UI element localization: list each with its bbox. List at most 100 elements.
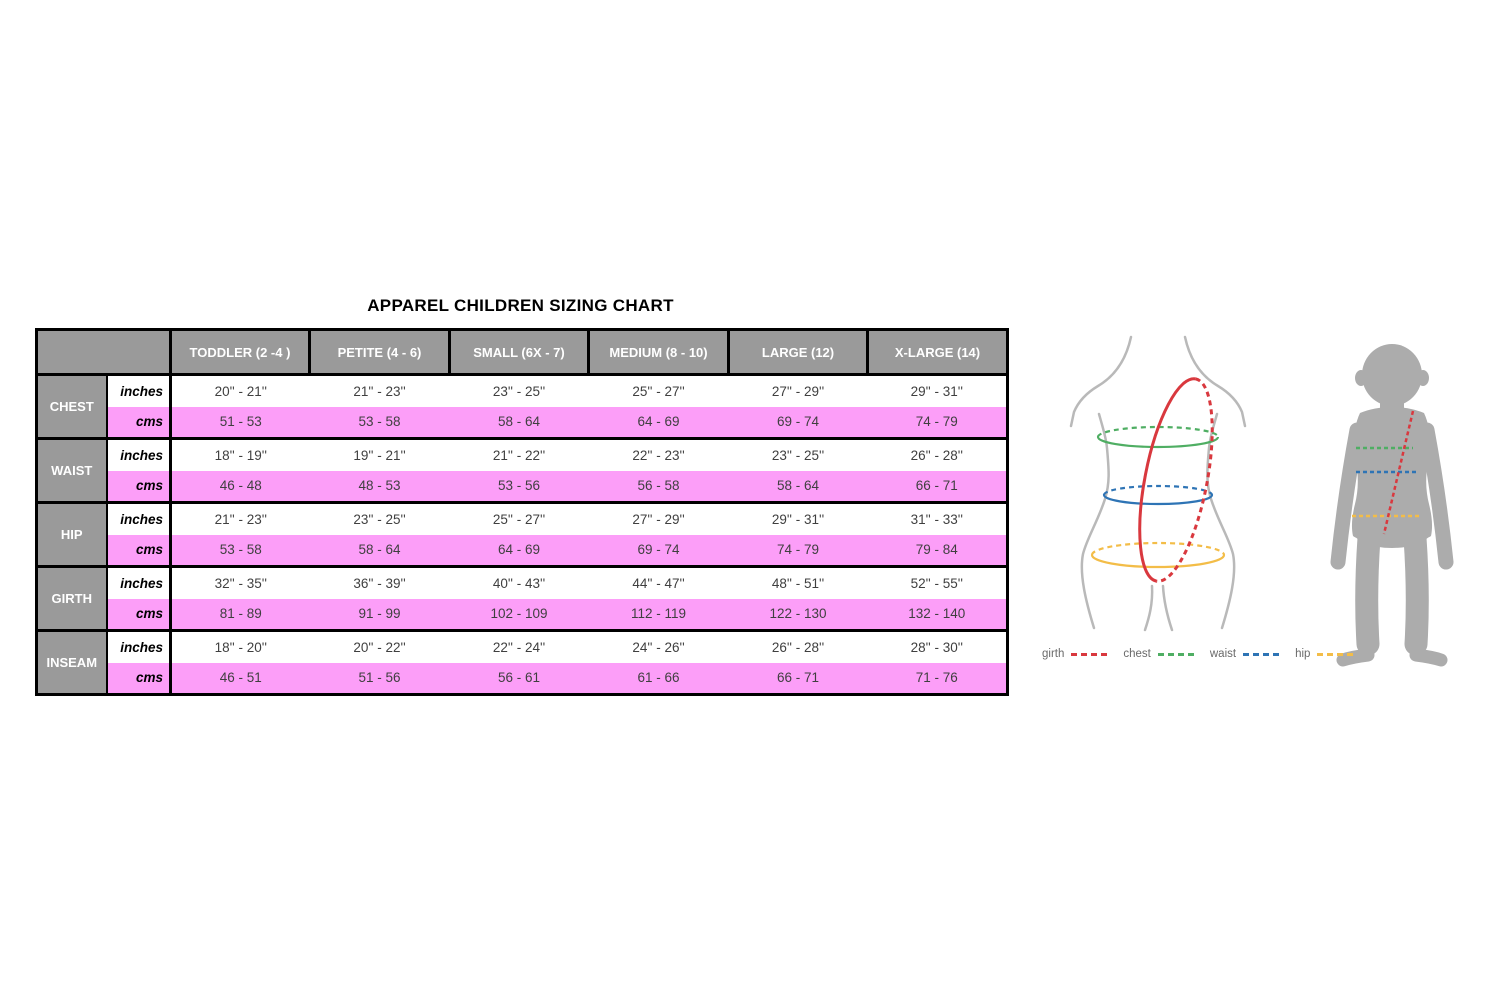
silhouette-torso — [1351, 407, 1433, 543]
value-cell: 53 - 58 — [170, 534, 310, 567]
value-cell: 112 - 119 — [588, 598, 729, 631]
legend-label-hip: hip — [1295, 648, 1311, 660]
waist-measure-ellipse — [1102, 484, 1214, 506]
size-header-petite: PETITE (4 - 6) — [308, 328, 451, 376]
value-cell: 91 - 99 — [309, 598, 450, 631]
measurement-figures-illustration — [1069, 335, 1454, 667]
value-cell: 20'' - 21'' — [170, 373, 310, 407]
row-label-waist: WAIST — [35, 437, 108, 504]
value-cell: 46 - 48 — [170, 470, 310, 503]
value-cell: 64 - 69 — [449, 534, 589, 567]
value-cell: 66 - 71 — [728, 662, 868, 695]
row-label-inseam: INSEAM — [35, 629, 108, 696]
value-cell: 26'' - 28'' — [728, 629, 868, 663]
silhouette-measure-lines — [1352, 410, 1421, 535]
value-cell: 74 - 79 — [728, 534, 868, 567]
table-row: cms 51 - 53 53 - 58 58 - 64 64 - 69 69 -… — [37, 406, 1008, 439]
row-label-chest: CHEST — [35, 373, 108, 440]
value-cell: 32'' - 35'' — [170, 565, 310, 599]
table-row: cms 81 - 89 91 - 99 102 - 109 112 - 119 … — [37, 598, 1008, 631]
value-cell: 18'' - 20'' — [170, 629, 310, 663]
value-cell: 51 - 56 — [309, 662, 450, 695]
silhouette-foot-left — [1336, 648, 1375, 667]
table-row: cms 46 - 51 51 - 56 56 - 61 61 - 66 66 -… — [37, 662, 1008, 695]
unit-cell: cms — [105, 406, 172, 439]
value-cell: 28'' - 30'' — [867, 629, 1008, 663]
table-row: cms 53 - 58 58 - 64 64 - 69 69 - 74 74 -… — [37, 534, 1008, 567]
value-cell: 56 - 61 — [449, 662, 589, 695]
silhouette-head — [1362, 344, 1422, 406]
table-row: HIP inches 21'' - 23'' 23'' - 25'' 25'' … — [35, 501, 1008, 568]
value-cell: 40'' - 43'' — [449, 565, 589, 599]
value-cell: 102 - 109 — [449, 598, 589, 631]
silhouette-arm-right — [1419, 422, 1454, 570]
value-cell: 61 - 66 — [588, 662, 729, 695]
waist-dash-swatch — [1243, 652, 1280, 656]
legend-label-girth: girth — [1042, 648, 1065, 660]
value-cell: 122 - 130 — [728, 598, 868, 631]
value-cell: 21'' - 22'' — [449, 437, 589, 471]
table-row: INSEAM inches 18'' - 20'' 20'' - 22'' 22… — [35, 629, 1008, 696]
table-row: GIRTH inches 32'' - 35'' 36'' - 39'' 40'… — [35, 565, 1008, 632]
value-cell: 27'' - 29'' — [588, 501, 729, 535]
row-label-hip: HIP — [35, 501, 108, 568]
silhouette-arm-left — [1330, 422, 1365, 570]
value-cell: 19'' - 21'' — [309, 437, 450, 471]
value-cell: 22'' - 24'' — [449, 629, 589, 663]
value-cell: 53 - 58 — [309, 406, 450, 439]
legend-item-hip: hip — [1295, 648, 1354, 660]
table-row: cms 46 - 48 48 - 53 53 - 56 56 - 58 58 -… — [37, 470, 1008, 503]
value-cell: 24'' - 26'' — [588, 629, 729, 663]
value-cell: 20'' - 22'' — [309, 629, 450, 663]
value-cell: 25'' - 27'' — [449, 501, 589, 535]
value-cell: 48'' - 51'' — [728, 565, 868, 599]
value-cell: 69 - 74 — [588, 534, 729, 567]
corner-cell — [35, 328, 172, 376]
value-cell: 46 - 51 — [170, 662, 310, 695]
value-cell: 58 - 64 — [309, 534, 450, 567]
unit-cell: inches — [105, 373, 172, 407]
value-cell: 23'' - 25'' — [449, 373, 589, 407]
unit-cell: inches — [105, 565, 172, 599]
value-cell: 53 - 56 — [449, 470, 589, 503]
child-silhouette — [1330, 344, 1454, 667]
torso-outline-figure — [1069, 335, 1247, 632]
size-header-toddler: TODDLER (2 -4 ) — [169, 328, 311, 376]
hip-measure-ellipse — [1090, 541, 1226, 569]
size-header-small: SMALL (6X - 7) — [448, 328, 590, 376]
value-cell: 23'' - 25'' — [728, 437, 868, 471]
value-cell: 36'' - 39'' — [309, 565, 450, 599]
table-row: WAIST inches 18'' - 19'' 19'' - 21'' 21'… — [35, 437, 1008, 504]
value-cell: 18'' - 19'' — [170, 437, 310, 471]
size-header-large: LARGE (12) — [727, 328, 869, 376]
value-cell: 23'' - 25'' — [309, 501, 450, 535]
value-cell: 25'' - 27'' — [588, 373, 729, 407]
size-header-xlarge: X-LARGE (14) — [866, 328, 1009, 376]
unit-cell: inches — [105, 437, 172, 471]
chest-measure-ellipse — [1096, 425, 1220, 449]
size-header-row: TODDLER (2 -4 ) PETITE (4 - 6) SMALL (6X… — [35, 328, 1009, 376]
value-cell: 51 - 53 — [170, 406, 310, 439]
value-cell: 79 - 84 — [867, 534, 1008, 567]
girth-measure-ellipse — [1138, 377, 1214, 583]
silhouette-foot-right — [1409, 648, 1448, 667]
row-label-girth: GIRTH — [35, 565, 108, 632]
value-cell: 22'' - 23'' — [588, 437, 729, 471]
sizing-table: TODDLER (2 -4 ) PETITE (4 - 6) SMALL (6X… — [35, 328, 1009, 696]
unit-cell: cms — [105, 598, 172, 631]
value-cell: 26'' - 28'' — [867, 437, 1008, 471]
unit-cell: cms — [105, 470, 172, 503]
value-cell: 56 - 58 — [588, 470, 729, 503]
unit-cell: inches — [105, 629, 172, 663]
value-cell: 52'' - 55'' — [867, 565, 1008, 599]
value-cell: 71 - 76 — [867, 662, 1008, 695]
value-cell: 74 - 79 — [867, 406, 1008, 439]
value-cell: 31'' - 33'' — [867, 501, 1008, 535]
chest-dash-swatch — [1157, 652, 1194, 656]
value-cell: 58 - 64 — [728, 470, 868, 503]
legend-item-waist: waist — [1210, 648, 1280, 660]
value-cell: 66 - 71 — [867, 470, 1008, 503]
legend-item-girth: girth — [1042, 648, 1108, 660]
value-cell: 48 - 53 — [309, 470, 450, 503]
